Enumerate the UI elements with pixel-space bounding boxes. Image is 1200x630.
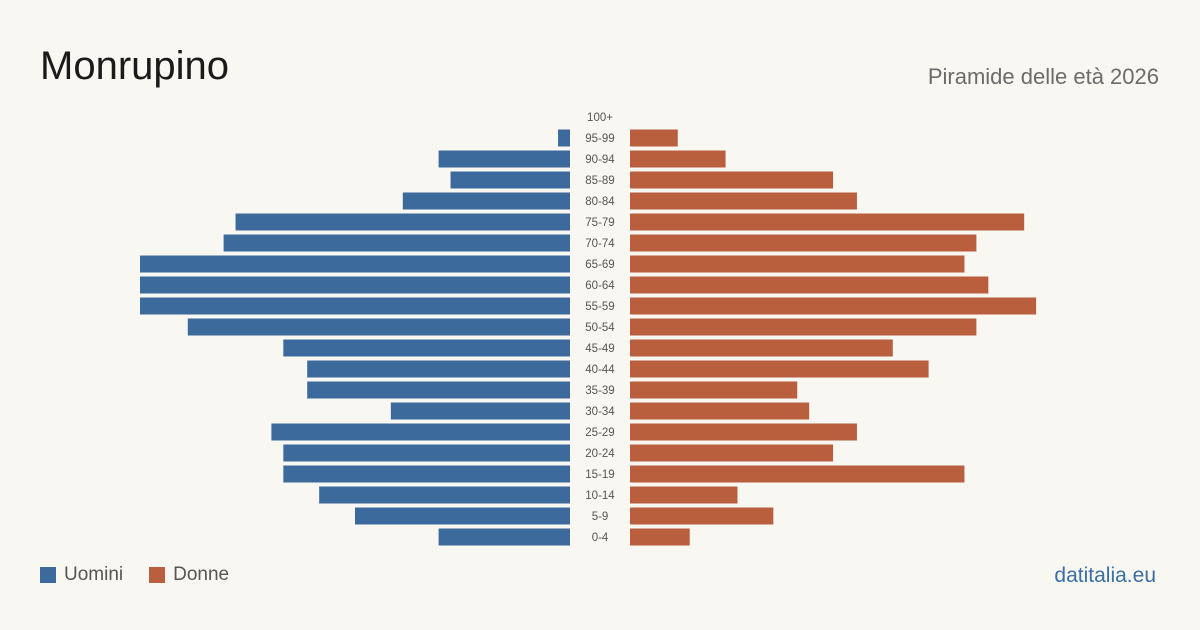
bar-men-35-39 (307, 381, 570, 399)
bar-men-0-4 (438, 528, 570, 546)
legend-item-men: Uomini (40, 564, 123, 586)
bar-women-75-79 (630, 213, 1025, 231)
bar-women-35-39 (630, 381, 798, 399)
age-label-40-44: 40-44 (585, 364, 615, 376)
bar-women-90-94 (630, 150, 726, 168)
age-label-20-24: 20-24 (585, 448, 615, 460)
bar-women-60-64 (630, 276, 989, 294)
age-label-90-94: 90-94 (585, 154, 615, 166)
bar-men-50-54 (187, 318, 570, 336)
bar-men-65-69 (140, 255, 570, 273)
age-label-45-49: 45-49 (585, 343, 614, 355)
bar-men-10-14 (319, 486, 570, 504)
bar-men-80-84 (402, 192, 570, 210)
bar-women-95-99 (630, 129, 678, 147)
bar-women-30-34 (630, 402, 810, 420)
age-label-60-64: 60-64 (585, 280, 615, 292)
population-pyramid-chart: 100+ 95-99 90-94 85-89 80-84 75-79 70-74 65-69 6… (140, 112, 1037, 546)
bar-women-65-69 (630, 255, 965, 273)
chart-subtitle: Piramide delle età 2026 (927, 64, 1159, 89)
age-label-10-14: 10-14 (585, 490, 615, 502)
bar-women-0-4 (630, 528, 690, 546)
age-label-30-34: 30-34 (585, 406, 615, 418)
bar-women-80-84 (630, 192, 857, 210)
bar-men-5-9 (355, 507, 570, 525)
bar-women-40-44 (630, 360, 929, 378)
bar-men-55-59 (140, 297, 570, 315)
bar-men-90-94 (438, 150, 570, 168)
age-label-15-19: 15-19 (585, 469, 614, 481)
source-link[interactable]: datitalia.eu (1054, 564, 1156, 587)
age-label-65-69: 65-69 (585, 259, 614, 271)
bar-women-10-14 (630, 486, 738, 504)
age-label-5-9: 5-9 (592, 511, 609, 523)
age-label-95-99: 95-99 (585, 133, 614, 145)
legend-swatch-women (149, 567, 166, 583)
age-label-25-29: 25-29 (585, 427, 614, 439)
chart-title: Monrupino (40, 44, 230, 88)
bar-men-70-74 (223, 234, 570, 252)
bar-women-5-9 (630, 507, 774, 525)
age-label-55-59: 55-59 (585, 301, 614, 313)
age-label-80-84: 80-84 (585, 196, 615, 208)
bar-women-45-49 (630, 339, 893, 357)
bar-women-55-59 (630, 297, 1037, 315)
legend: Uomini Donne (40, 564, 255, 586)
bar-women-25-29 (630, 423, 857, 441)
bar-women-70-74 (630, 234, 977, 252)
legend-swatch-men (40, 567, 56, 583)
age-label-100plus: 100+ (587, 112, 613, 124)
bar-men-15-19 (283, 465, 570, 483)
bar-men-85-89 (450, 171, 570, 189)
legend-label-women: Donne (173, 564, 230, 585)
bar-men-40-44 (307, 360, 570, 378)
bar-men-75-79 (235, 213, 571, 231)
bar-men-25-29 (271, 423, 570, 441)
age-label-35-39: 35-39 (585, 385, 614, 397)
bar-women-15-19 (630, 465, 965, 483)
bar-men-60-64 (140, 276, 570, 294)
bar-men-95-99 (558, 129, 570, 147)
legend-item-women: Donne (149, 564, 229, 586)
age-label-50-54: 50-54 (585, 322, 615, 334)
bar-men-20-24 (283, 444, 570, 462)
bar-men-30-34 (390, 402, 570, 420)
legend-label-men: Uomini (64, 564, 124, 585)
age-label-70-74: 70-74 (585, 238, 615, 250)
bar-men-45-49 (283, 339, 570, 357)
bar-women-85-89 (630, 171, 834, 189)
age-label-0-4: 0-4 (592, 532, 609, 544)
age-label-85-89: 85-89 (585, 175, 614, 187)
age-label-75-79: 75-79 (585, 217, 614, 229)
bar-women-50-54 (630, 318, 977, 336)
bar-women-20-24 (630, 444, 834, 462)
